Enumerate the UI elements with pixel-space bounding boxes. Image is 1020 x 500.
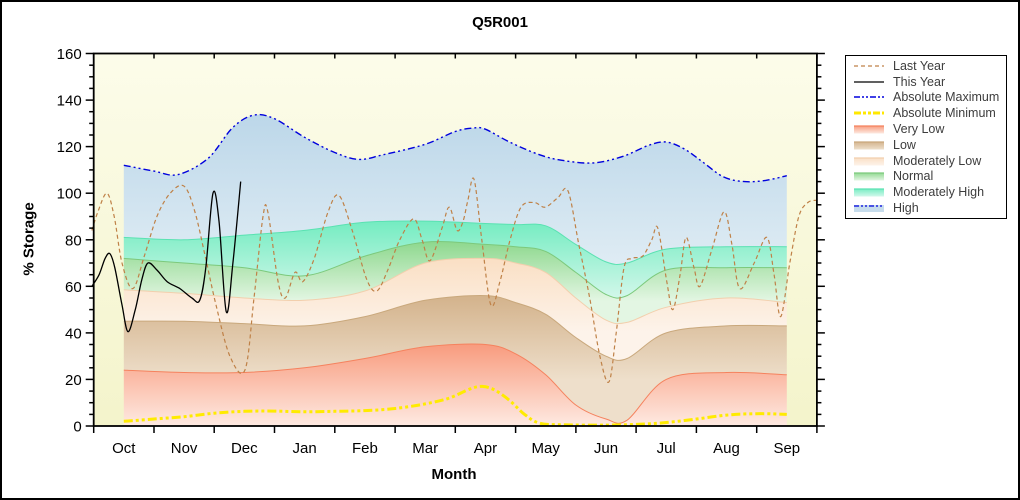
x-tick-label-oct: Oct: [112, 440, 136, 457]
legend-item-abs_max: Absolute Maximum: [846, 90, 1006, 105]
band-edge-low: [123, 295, 787, 361]
legend-swatch-abs_max-icon: [854, 96, 884, 99]
line-abs_max: [123, 113, 787, 183]
y-tick-label-20: 20: [65, 372, 82, 389]
legend-item-this_year: This Year: [846, 74, 1006, 89]
legend-item-very_low: Very Low: [846, 122, 1006, 137]
legend-item-low: Low: [846, 137, 1006, 152]
legend-label-low: Low: [893, 137, 916, 152]
x-tick-label-may: May: [532, 440, 561, 457]
legend-item-last_year: Last Year: [846, 58, 1006, 73]
x-tick-label-feb: Feb: [352, 440, 378, 457]
band-mod_high: [123, 220, 787, 299]
y-tick-label-0: 0: [73, 419, 81, 436]
y-tick-label-60: 60: [65, 279, 82, 296]
line-this_year: [91, 181, 242, 333]
band-high: [123, 114, 787, 265]
x-tick-label-jul: Jul: [657, 440, 676, 457]
y-tick-label-100: 100: [57, 186, 82, 203]
legend-label-abs_min: Absolute Minimum: [893, 106, 996, 121]
line-abs_min: [123, 384, 787, 427]
band-very_low: [123, 344, 787, 426]
y-tick-label-120: 120: [57, 139, 82, 156]
x-tick-label-dec: Dec: [231, 440, 258, 457]
line-last_year: [91, 177, 818, 383]
band-normal: [123, 241, 787, 324]
legend-label-last_year: Last Year: [893, 58, 946, 73]
legend-swatch-normal-icon: [854, 172, 884, 181]
y-tick-label-140: 140: [57, 93, 82, 110]
legend-label-this_year: This Year: [893, 74, 946, 89]
legend-item-mod_low: Moderately Low: [846, 153, 1006, 168]
legend-item-mod_high: Moderately High: [846, 185, 1006, 200]
band-mod_low: [123, 258, 787, 361]
band-edge-mod_high: [123, 220, 787, 265]
legend-label-mod_high: Moderately High: [893, 185, 985, 200]
axis-ticks: [85, 52, 825, 433]
legend-label-abs_max: Absolute Maximum: [893, 90, 1000, 105]
legend-label-mod_low: Moderately Low: [893, 153, 982, 168]
legend-swatch-very_low-icon: [854, 125, 884, 134]
band-edge-normal: [123, 241, 787, 299]
y-tick-label-80: 80: [65, 232, 82, 249]
legend-swatch-mod_low-icon: [854, 157, 884, 166]
legend-swatch-mod_high-icon: [854, 188, 884, 197]
legend-swatch-last_year-icon: [854, 65, 884, 67]
x-tick-label-apr: Apr: [474, 440, 497, 457]
tick-labels: 0 20 40 60 80 100 120 140 160 Oct Nov Dec Jan Feb Mar A…: [57, 46, 800, 457]
band-edge-very_low: [123, 343, 787, 424]
legend-item-high: High: [846, 201, 1006, 216]
x-axis-title: Month: [431, 466, 477, 483]
x-tick-label-aug: Aug: [713, 440, 740, 457]
page-title: Q5R001: [472, 14, 528, 31]
y-tick-label-160: 160: [57, 46, 82, 63]
legend-label-high: High: [893, 201, 919, 216]
legend-swatch-high-icon: [854, 205, 884, 213]
band-low: [123, 295, 787, 424]
legend-item-abs_min: Absolute Minimum: [846, 106, 1006, 121]
x-tick-label-nov: Nov: [171, 440, 198, 457]
x-tick-label-mar: Mar: [412, 440, 438, 457]
x-tick-label-sep: Sep: [773, 440, 800, 457]
band-edge-mod_low: [123, 257, 787, 325]
legend-box: Last Year This Year Absolute Maximum Absolu…: [845, 55, 1007, 219]
legend-label-normal: Normal: [893, 169, 934, 184]
legend-swatch-abs_min-icon: [854, 111, 884, 115]
legend-swatch-low-icon: [854, 141, 884, 150]
legend-label-very_low: Very Low: [893, 122, 945, 137]
legend-swatch-this_year-icon: [854, 81, 884, 83]
x-tick-label-jun: Jun: [594, 440, 618, 457]
x-tick-label-jan: Jan: [293, 440, 317, 457]
legend-item-normal: Normal: [846, 169, 1006, 184]
y-tick-label-40: 40: [65, 325, 82, 342]
y-axis-title: % Storage: [20, 202, 38, 276]
